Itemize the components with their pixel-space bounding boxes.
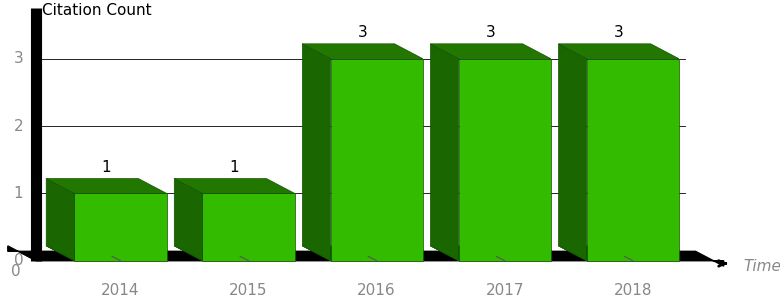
Text: 2: 2: [13, 118, 23, 134]
Polygon shape: [303, 246, 423, 261]
Text: 3: 3: [486, 25, 495, 40]
Polygon shape: [203, 194, 295, 261]
Polygon shape: [8, 246, 724, 266]
Text: Time: Time: [743, 259, 780, 274]
Text: 3: 3: [614, 25, 623, 40]
Polygon shape: [431, 44, 551, 58]
Text: 3: 3: [13, 51, 23, 66]
Polygon shape: [431, 246, 551, 261]
Polygon shape: [174, 246, 295, 261]
Text: 2016: 2016: [357, 283, 396, 298]
Text: 2018: 2018: [614, 283, 652, 298]
Text: 1: 1: [13, 186, 23, 201]
Polygon shape: [174, 178, 295, 194]
Polygon shape: [558, 44, 679, 58]
Polygon shape: [46, 246, 167, 261]
Polygon shape: [46, 178, 74, 261]
Polygon shape: [46, 178, 167, 194]
Text: 0: 0: [13, 253, 23, 268]
Polygon shape: [558, 44, 587, 261]
Text: 2017: 2017: [485, 283, 524, 298]
Polygon shape: [431, 44, 459, 261]
Text: 1: 1: [229, 160, 239, 175]
Text: 2014: 2014: [101, 283, 140, 298]
Text: 0: 0: [11, 264, 20, 279]
Text: Citation Count: Citation Count: [42, 3, 152, 18]
Polygon shape: [303, 44, 423, 58]
Polygon shape: [74, 194, 167, 261]
Text: 1: 1: [101, 160, 112, 175]
Text: 2015: 2015: [229, 283, 268, 298]
Polygon shape: [587, 58, 679, 261]
Polygon shape: [331, 58, 423, 261]
Polygon shape: [174, 178, 203, 261]
Polygon shape: [558, 246, 679, 261]
Polygon shape: [459, 58, 551, 261]
Text: 3: 3: [358, 25, 367, 40]
Polygon shape: [303, 44, 331, 261]
